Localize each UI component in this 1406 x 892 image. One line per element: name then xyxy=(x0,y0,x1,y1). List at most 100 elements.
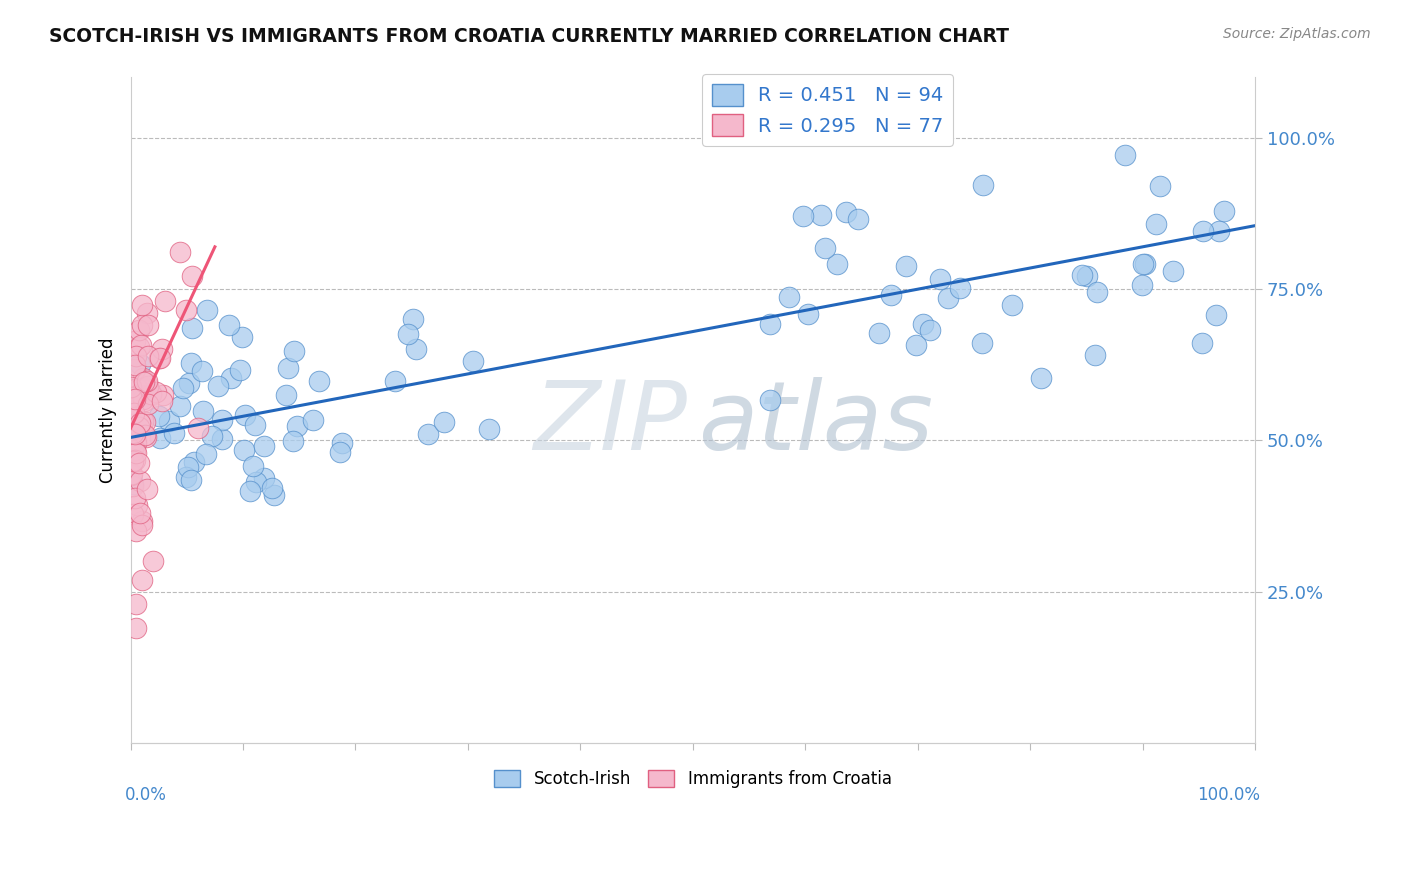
Point xyxy=(134,415,156,429)
Point xyxy=(120,390,142,404)
Point xyxy=(1208,224,1230,238)
Point xyxy=(308,374,330,388)
Point xyxy=(191,364,214,378)
Point xyxy=(121,507,143,521)
Point xyxy=(132,382,155,396)
Point xyxy=(825,257,848,271)
Point xyxy=(139,385,162,400)
Point xyxy=(145,385,167,400)
Point xyxy=(759,392,782,407)
Point xyxy=(162,425,184,440)
Point xyxy=(136,482,159,496)
Point xyxy=(191,404,214,418)
Point xyxy=(233,409,256,423)
Point xyxy=(134,428,156,442)
Point xyxy=(912,318,935,332)
Point xyxy=(157,414,180,428)
Point xyxy=(245,418,267,433)
Point xyxy=(169,399,191,413)
Point xyxy=(1085,285,1108,299)
Point xyxy=(211,433,233,447)
Point xyxy=(135,430,157,444)
Point xyxy=(396,326,419,341)
Point xyxy=(1001,298,1024,312)
Point xyxy=(461,354,484,368)
Point xyxy=(478,422,501,436)
Point xyxy=(1132,257,1154,271)
Text: SCOTCH-IRISH VS IMMIGRANTS FROM CROATIA CURRENTLY MARRIED CORRELATION CHART: SCOTCH-IRISH VS IMMIGRANTS FROM CROATIA … xyxy=(49,27,1010,45)
Point xyxy=(970,336,993,351)
Point xyxy=(302,413,325,427)
Point xyxy=(141,387,163,401)
Point xyxy=(172,381,194,395)
Point xyxy=(120,380,142,394)
Point xyxy=(124,427,146,442)
Point xyxy=(131,518,153,533)
Point xyxy=(148,351,170,365)
Point xyxy=(433,415,456,429)
Point xyxy=(122,397,145,411)
Point xyxy=(195,303,218,318)
Point xyxy=(150,342,173,356)
Point xyxy=(179,376,201,390)
Point xyxy=(180,268,202,283)
Point xyxy=(201,429,224,443)
Point xyxy=(814,241,837,255)
Point xyxy=(896,259,918,273)
Point xyxy=(1076,268,1098,283)
Point xyxy=(128,392,150,407)
Point xyxy=(124,432,146,446)
Point xyxy=(1144,217,1167,231)
Point xyxy=(195,447,218,461)
Point xyxy=(1161,263,1184,277)
Point xyxy=(183,455,205,469)
Point xyxy=(180,356,202,370)
Point xyxy=(207,379,229,393)
Point xyxy=(128,506,150,520)
Point xyxy=(129,474,152,488)
Text: ZIP: ZIP xyxy=(533,377,688,470)
Point xyxy=(242,458,264,473)
Point xyxy=(131,298,153,312)
Point xyxy=(148,431,170,445)
Point xyxy=(128,340,150,354)
Point xyxy=(125,349,148,363)
Point xyxy=(124,392,146,406)
Point xyxy=(263,488,285,502)
Point xyxy=(122,406,145,420)
Point xyxy=(122,476,145,491)
Point xyxy=(232,443,254,458)
Point xyxy=(1135,257,1157,271)
Legend: Scotch-Irish, Immigrants from Croatia: Scotch-Irish, Immigrants from Croatia xyxy=(486,763,898,795)
Point xyxy=(121,467,143,482)
Point xyxy=(846,212,869,227)
Point xyxy=(139,388,162,402)
Point xyxy=(136,306,159,320)
Point xyxy=(125,524,148,538)
Point xyxy=(329,445,352,459)
Point xyxy=(120,401,142,415)
Point xyxy=(127,388,149,402)
Point xyxy=(124,491,146,505)
Point xyxy=(949,281,972,295)
Point xyxy=(283,343,305,358)
Text: atlas: atlas xyxy=(699,377,934,470)
Point xyxy=(936,291,959,305)
Point xyxy=(384,374,406,388)
Point xyxy=(211,413,233,427)
Point xyxy=(169,244,191,259)
Point xyxy=(330,436,353,450)
Point xyxy=(121,396,143,410)
Point xyxy=(124,362,146,376)
Point xyxy=(150,394,173,409)
Point xyxy=(277,361,299,376)
Point xyxy=(132,375,155,389)
Point xyxy=(120,468,142,483)
Point xyxy=(972,178,994,192)
Point xyxy=(810,208,832,222)
Point xyxy=(1205,308,1227,322)
Point xyxy=(132,370,155,384)
Point xyxy=(1071,268,1094,282)
Point xyxy=(125,498,148,512)
Point xyxy=(1191,335,1213,350)
